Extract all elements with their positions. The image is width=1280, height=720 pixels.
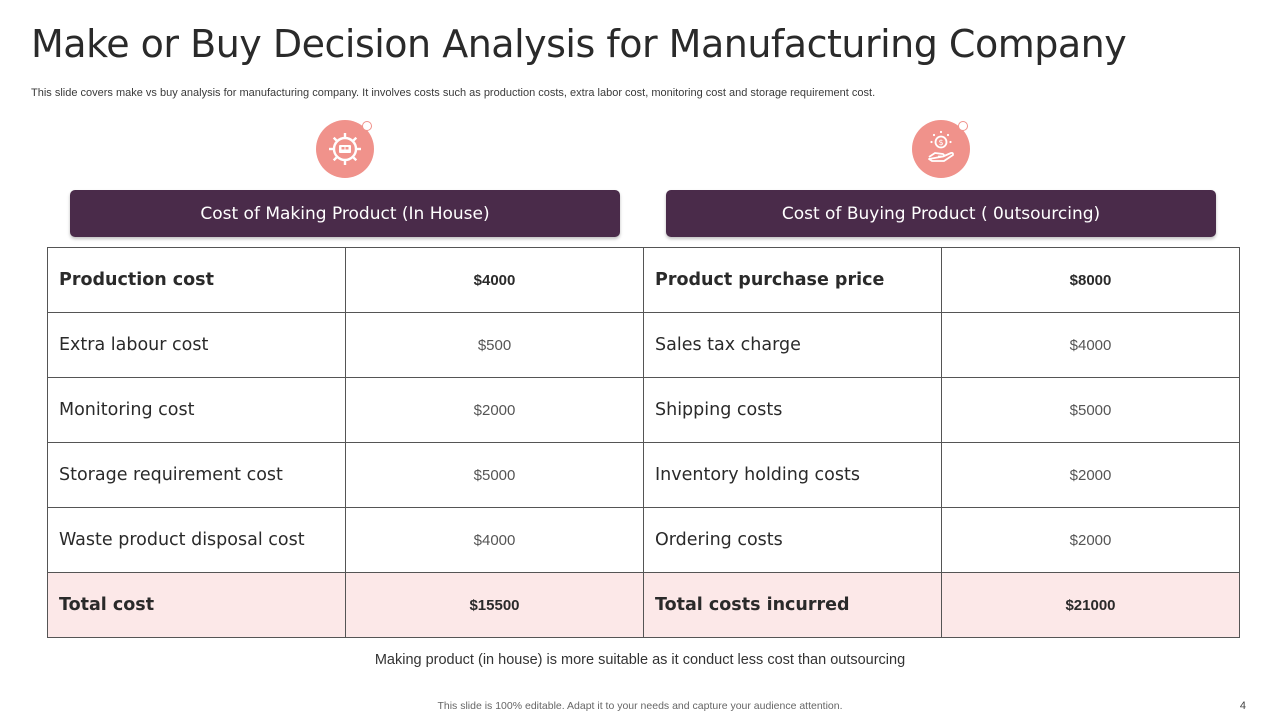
table-row: Storage requirement cost $5000 Inventory… — [47, 442, 1240, 508]
make-cost-label: Monitoring cost — [47, 377, 346, 443]
footer-note: This slide is 100% editable. Adapt it to… — [437, 700, 843, 712]
buy-cost-label: Product purchase price — [643, 247, 942, 313]
cost-comparison-table: Production cost $4000 Product purchase p… — [47, 247, 1240, 638]
buy-cost-label: Ordering costs — [643, 507, 942, 573]
buy-cost-label: Inventory holding costs — [643, 442, 942, 508]
make-cost-label: Extra labour cost — [47, 312, 346, 378]
make-cost-label: Waste product disposal cost — [47, 507, 346, 573]
make-cost-value: $5000 — [345, 442, 644, 508]
make-cost-value: $4000 — [345, 507, 644, 573]
buy-cost-value: $2000 — [941, 507, 1240, 573]
page-title: Make or Buy Decision Analysis for Manufa… — [31, 22, 1127, 66]
make-total-value: $15500 — [345, 572, 644, 638]
table-row: Waste product disposal cost $4000 Orderi… — [47, 507, 1240, 573]
conclusion-text: Making product (in house) is more suitab… — [374, 652, 906, 668]
buy-cost-value: $4000 — [941, 312, 1240, 378]
make-cost-value: $4000 — [345, 247, 644, 313]
table-row: Extra labour cost $500 Sales tax charge … — [47, 312, 1240, 378]
page-subtitle: This slide covers make vs buy analysis f… — [31, 87, 876, 99]
make-cost-label: Storage requirement cost — [47, 442, 346, 508]
gear-settings-icon — [316, 120, 374, 178]
svg-text:$: $ — [938, 138, 943, 147]
make-header-bar: Cost of Making Product (In House) — [70, 190, 620, 237]
buy-cost-value: $8000 — [941, 247, 1240, 313]
buy-header-bar: Cost of Buying Product ( 0utsourcing) — [666, 190, 1216, 237]
table-row: Production cost $4000 Product purchase p… — [47, 247, 1240, 313]
buy-total-value: $21000 — [941, 572, 1240, 638]
make-cost-label: Production cost — [47, 247, 346, 313]
table-row: Monitoring cost $2000 Shipping costs $50… — [47, 377, 1240, 443]
buy-cost-label: Sales tax charge — [643, 312, 942, 378]
make-cost-value: $2000 — [345, 377, 644, 443]
make-total-label: Total cost — [47, 572, 346, 638]
page-number: 4 — [1239, 700, 1246, 712]
buy-total-label: Total costs incurred — [643, 572, 942, 638]
buy-cost-value: $5000 — [941, 377, 1240, 443]
buy-cost-label: Shipping costs — [643, 377, 942, 443]
hand-money-icon: $ — [912, 120, 970, 178]
make-cost-value: $500 — [345, 312, 644, 378]
total-row: Total cost $15500 Total costs incurred $… — [47, 572, 1240, 638]
buy-cost-value: $2000 — [941, 442, 1240, 508]
